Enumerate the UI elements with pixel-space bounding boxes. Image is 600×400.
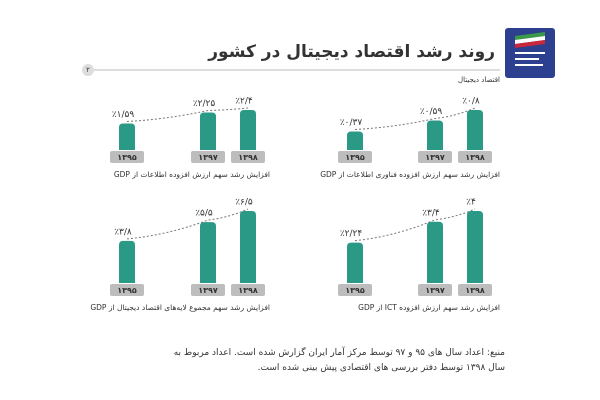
logo-flag	[515, 36, 545, 44]
bar	[119, 123, 135, 150]
value-label: ٪۰/۳۷	[340, 118, 363, 128]
year-box	[110, 284, 144, 296]
bar	[240, 110, 256, 150]
x-tick-label: ۱۳۹۵	[117, 286, 137, 295]
bar	[200, 222, 216, 283]
x-tick-label: ۱۳۹۵	[345, 286, 365, 295]
year-box	[418, 284, 452, 296]
bar	[347, 242, 363, 283]
trend-line	[354, 208, 476, 242]
value-label: ٪۴	[466, 198, 476, 208]
year-box	[458, 284, 492, 296]
logo-line	[515, 52, 545, 54]
value-label: ٪۵/۵	[195, 209, 213, 219]
bar	[200, 112, 216, 150]
year-box	[191, 284, 225, 296]
value-label: ٪۰/۸	[462, 97, 480, 107]
trend-line	[126, 208, 249, 240]
x-tick-label: ۱۳۹۸	[238, 153, 258, 162]
year-box	[418, 151, 452, 163]
page-number: ۲	[86, 66, 90, 74]
x-tick-label: ۱۳۹۷	[425, 286, 445, 295]
bar	[467, 110, 483, 150]
trend-line	[354, 107, 476, 130]
chart-caption: افزایش رشد سهم مجموع لایه‌های اقتصاد دیج…	[90, 303, 270, 312]
x-tick-label: ۱۳۹۷	[198, 153, 218, 162]
value-label: ٪۲/۲۵	[193, 99, 216, 109]
bar	[427, 120, 443, 150]
source-text: منبع: اعداد سال های ۹۵ و ۹۷ توسط مرکز آم…	[171, 346, 505, 358]
value-label: ٪۳/۴	[422, 208, 440, 218]
chart-caption: افزایش رشد سهم ارزش افزوده ICT از GDP	[358, 303, 500, 312]
title: روند رشد اقتصاد دیجیتال در کشور	[207, 42, 495, 62]
bar	[119, 240, 135, 283]
x-tick-label: ۱۳۹۸	[465, 153, 485, 162]
chart-caption: افزایش رشد سهم ارزش افزوده اطلاعات از GD…	[114, 170, 270, 179]
year-box	[231, 151, 265, 163]
trend-line	[126, 107, 249, 122]
logo-flag	[515, 40, 545, 48]
source: منبع: اعداد سال های ۹۵ و ۹۷ توسط مرکز آم…	[171, 346, 505, 373]
x-tick-label: ۱۳۹۸	[465, 286, 485, 295]
x-tick-label: ۱۳۹۵	[345, 153, 365, 162]
logo	[505, 28, 555, 78]
value-label: ٪۶/۵	[235, 198, 253, 208]
value-label: ٪۲/۲۴	[340, 229, 363, 239]
year-box	[191, 151, 225, 163]
value-label: ٪۱/۵۹	[112, 110, 135, 120]
source-text: سال ۱۳۹۸ توسط دفتر بررسی های اقتصادی پیش…	[258, 363, 505, 373]
bar	[240, 211, 256, 283]
chart-caption: افزایش رشد سهم ارزش افزوده فناوری اطلاعا…	[320, 170, 500, 179]
bar	[347, 131, 363, 150]
year-box	[338, 151, 372, 163]
x-tick-label: ۱۳۹۷	[425, 153, 445, 162]
year-box	[110, 151, 144, 163]
value-label: ٪۰/۵۹	[420, 107, 443, 117]
bar	[467, 211, 483, 283]
x-tick-label: ۱۳۹۵	[117, 153, 137, 162]
bar	[427, 221, 443, 283]
year-box	[338, 284, 372, 296]
year-box	[231, 284, 265, 296]
x-tick-label: ۱۳۹۷	[198, 286, 218, 295]
page-badge	[82, 64, 94, 76]
logo-flag	[515, 32, 545, 40]
value-label: ٪۲/۴	[235, 97, 253, 107]
year-box	[458, 151, 492, 163]
logo-line	[515, 58, 539, 60]
x-tick-label: ۱۳۹۸	[238, 286, 258, 295]
logo-line	[515, 64, 543, 66]
subtitle: اقتصاد دیجیتال	[458, 76, 500, 84]
value-label: ٪۳/۸	[114, 227, 132, 237]
